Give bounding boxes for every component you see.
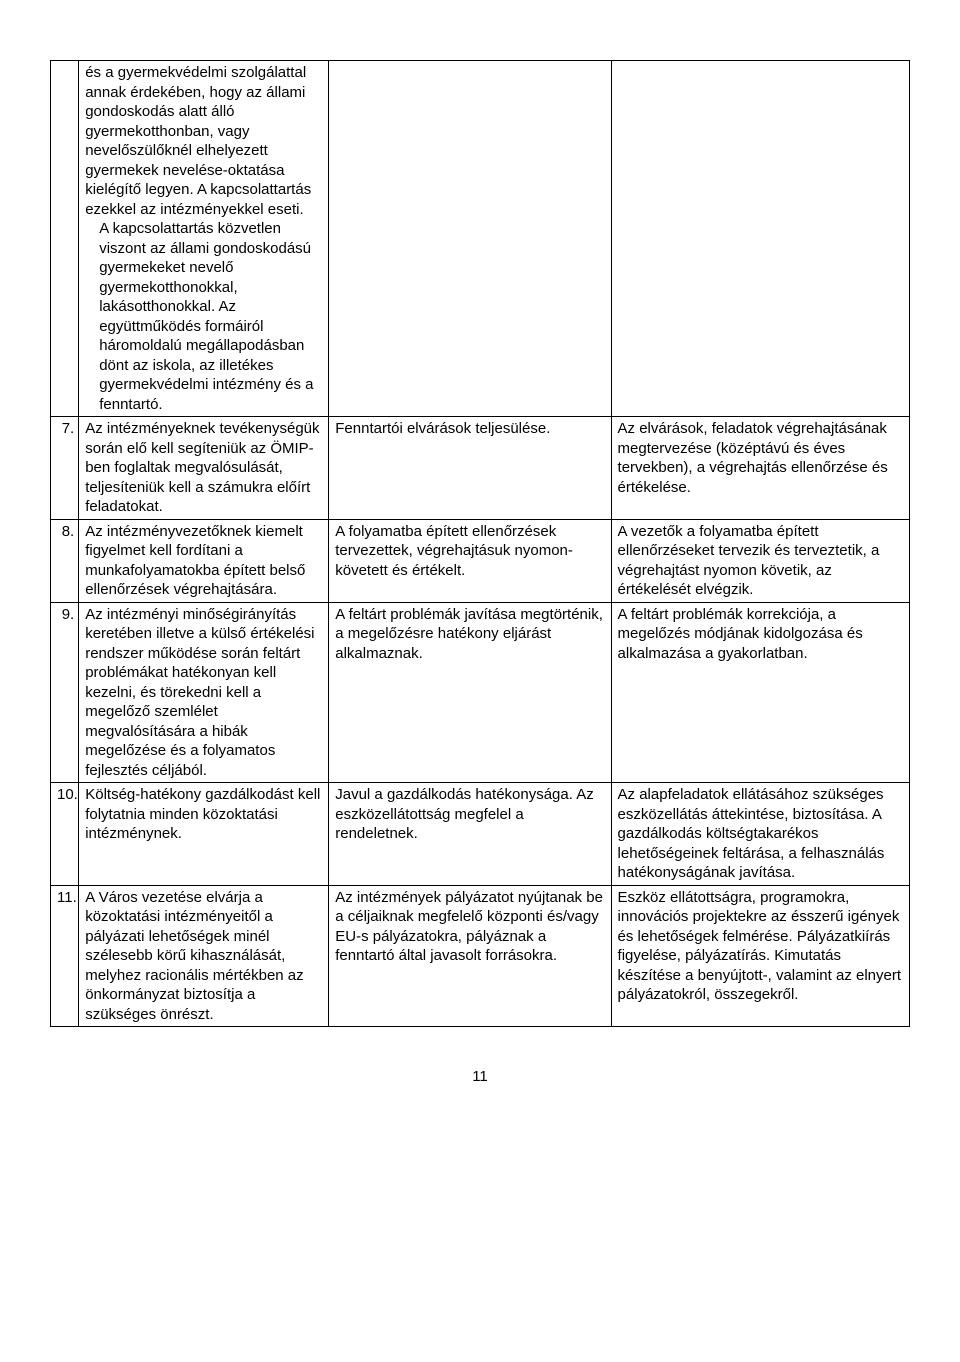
page-number: 11 [50,1067,910,1087]
cell-col1: Az intézményeknek tevékenységük során el… [79,417,329,520]
cell-col2: A feltárt problémák javítása megtörténik… [329,602,611,783]
table-row: 10.Költség-hatékony gazdálkodást kell fo… [51,783,910,886]
cell-col1: Költség-hatékony gazdálkodást kell folyt… [79,783,329,886]
row-number: 11. [51,885,79,1027]
row-number: 9. [51,602,79,783]
cell-col1: Az intézményi minőségirányítás keretében… [79,602,329,783]
cell-col3: Az elvárások, feladatok végrehajtásának … [611,417,909,520]
table-row: és a gyermekvédelmi szolgálattal annak é… [51,61,910,417]
table-row: 7.Az intézményeknek tevékenységük során … [51,417,910,520]
cell-col3: Az alapfeladatok ellátásához szükséges e… [611,783,909,886]
table-row: 8.Az intézményvezetőknek kiemelt figyelm… [51,519,910,602]
cell-col3 [611,61,909,417]
cell-col3: Eszköz ellátottságra, programokra, innov… [611,885,909,1027]
document-table: és a gyermekvédelmi szolgálattal annak é… [50,60,910,1027]
cell-col2: Fenntartói elvárások teljesülése. [329,417,611,520]
row-number [51,61,79,417]
row-number: 10. [51,783,79,886]
cell-col2: Javul a gazdálkodás hatékonysága. Az esz… [329,783,611,886]
cell-col2: A folyamatba épített ellenőrzések tervez… [329,519,611,602]
row-number: 7. [51,417,79,520]
cell-col1: A Város vezetése elvárja a közoktatási i… [79,885,329,1027]
row-number: 8. [51,519,79,602]
cell-col2 [329,61,611,417]
cell-col1: Az intézményvezetőknek kiemelt figyelmet… [79,519,329,602]
cell-col3: A feltárt problémák korrekciója, a megel… [611,602,909,783]
cell-col1: és a gyermekvédelmi szolgálattal annak é… [79,61,329,417]
cell-col3: A vezetők a folyamatba épített ellenőrzé… [611,519,909,602]
table-row: 11.A Város vezetése elvárja a közoktatás… [51,885,910,1027]
table-row: 9.Az intézményi minőségirányítás keretéb… [51,602,910,783]
cell-col2: Az intézmények pályázatot nyújtanak be a… [329,885,611,1027]
